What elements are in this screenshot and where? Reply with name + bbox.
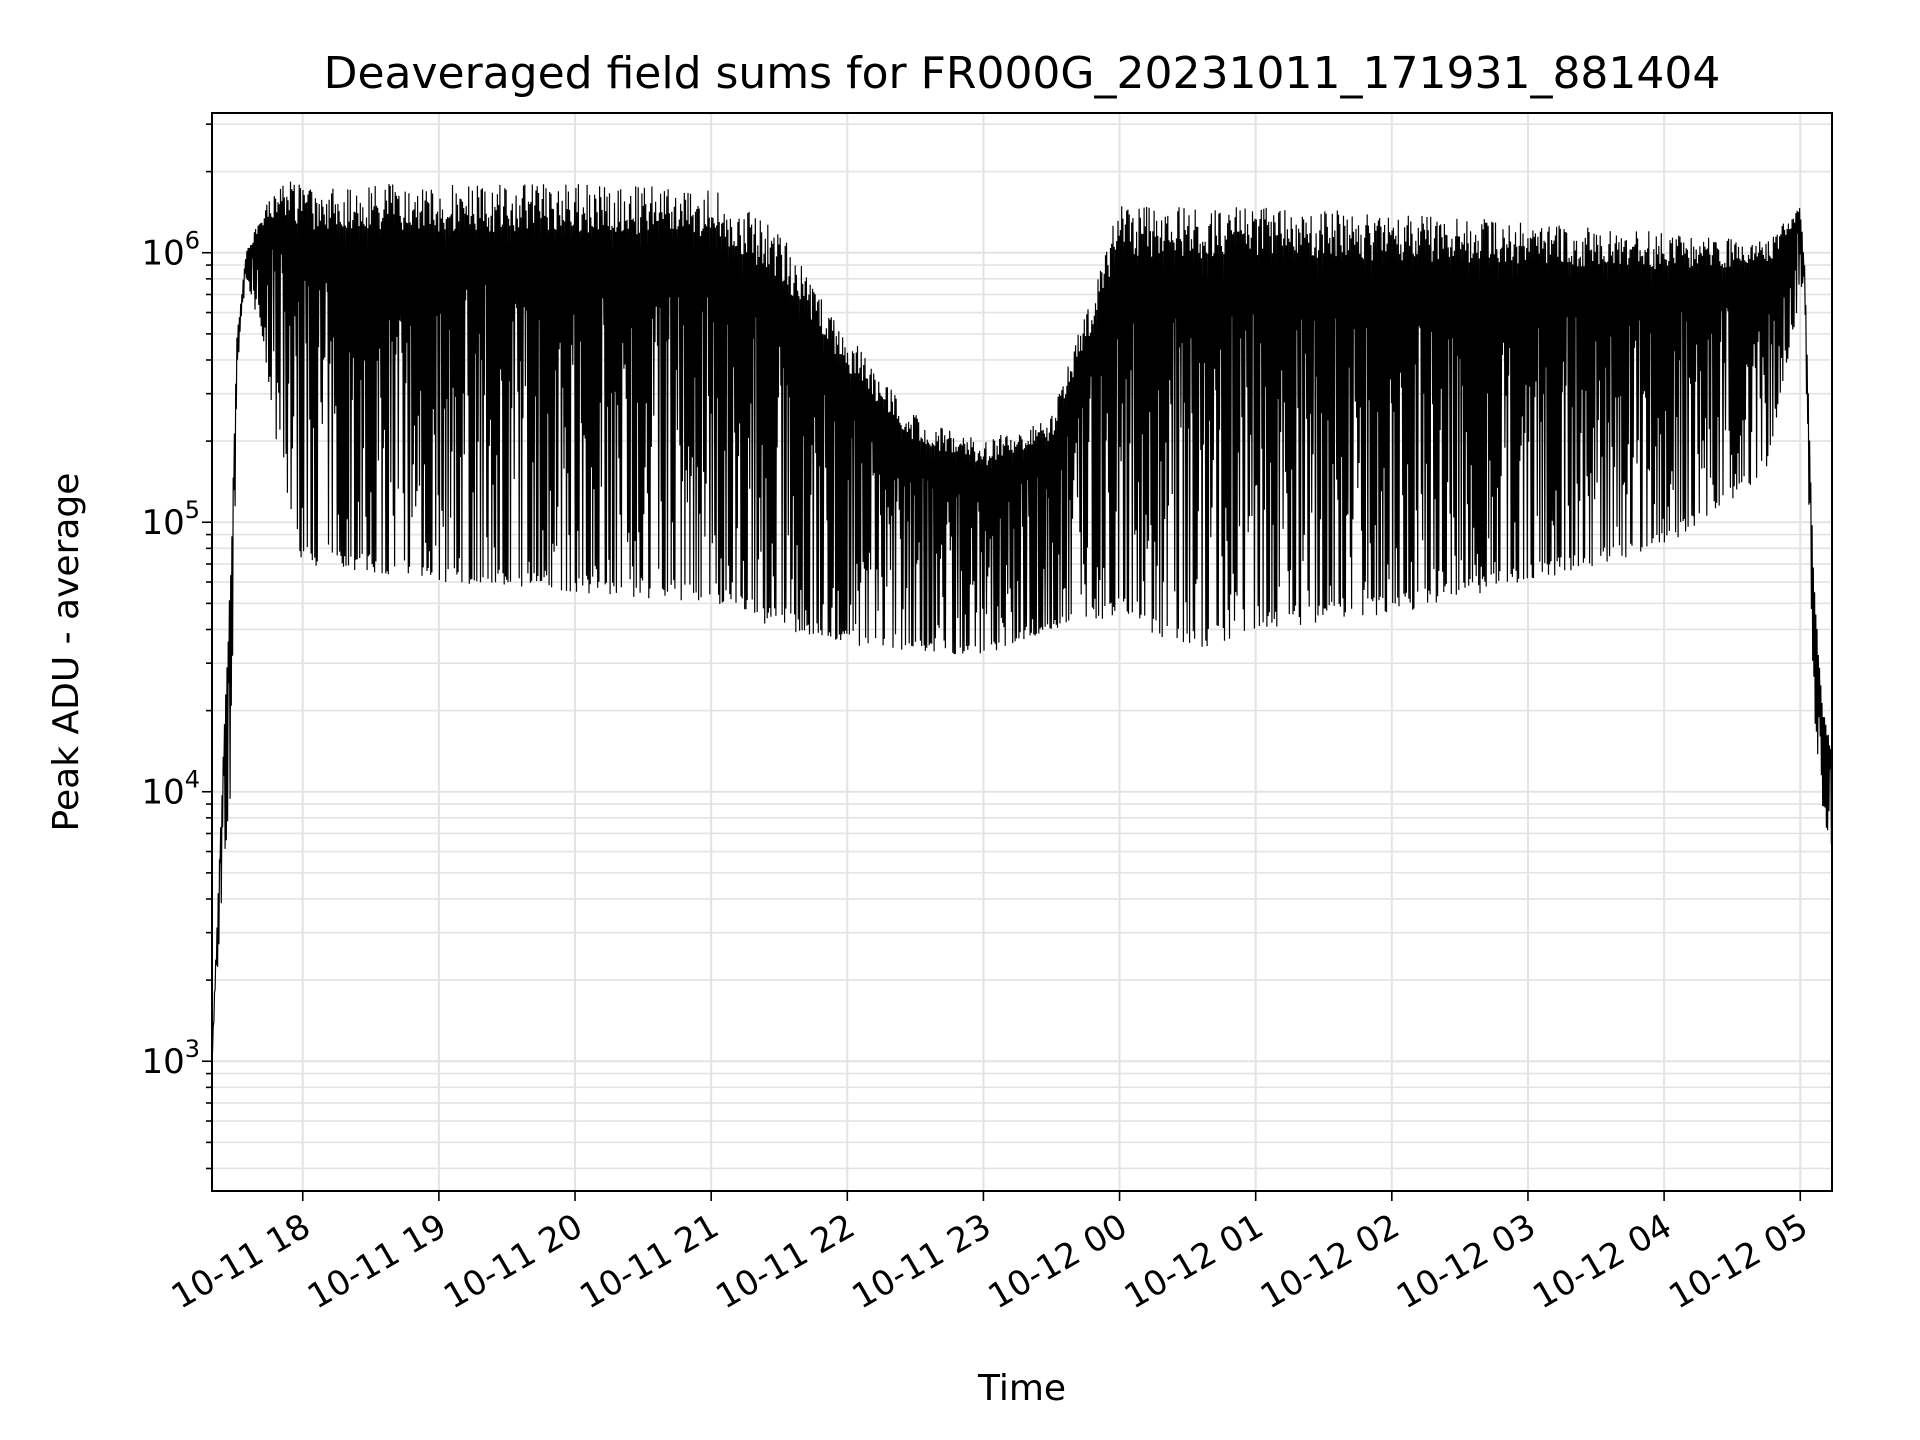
y-axis-label: Peak ADU - average	[46, 473, 87, 832]
y-tick-label: 103	[141, 1035, 200, 1082]
x-axis-label: Time	[977, 1368, 1066, 1409]
y-tick-label: 106	[141, 227, 200, 274]
plot-area-frame	[211, 112, 1833, 1192]
y-tick-label: 104	[141, 766, 200, 813]
y-tick-label: 105	[141, 496, 200, 543]
series-line	[211, 181, 1833, 1062]
grid	[212, 113, 1832, 1191]
series-path	[211, 181, 1833, 1062]
chart-title: Deaveraged field sums for FR000G_2023101…	[324, 48, 1721, 99]
